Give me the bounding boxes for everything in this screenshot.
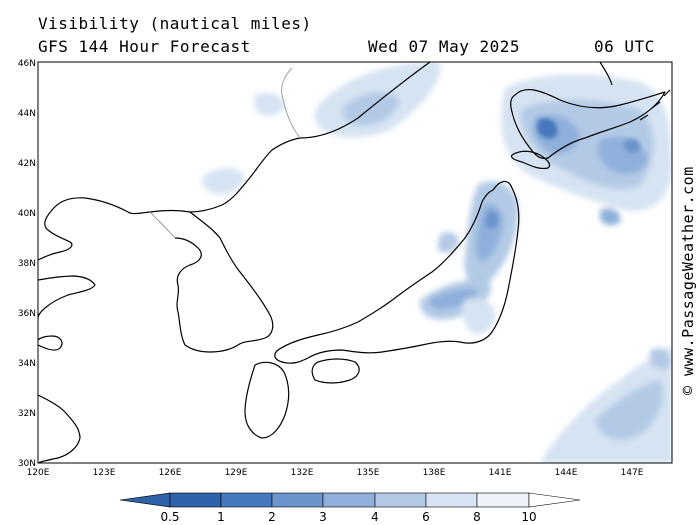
forecast-time: 06 UTC bbox=[594, 37, 655, 56]
legend-label: 4 bbox=[371, 510, 379, 524]
lat-label: 32N bbox=[18, 409, 36, 419]
fog-area-sea-of-japan bbox=[437, 232, 459, 253]
fog-dense-east bbox=[624, 138, 641, 153]
lat-label: 30N bbox=[18, 459, 36, 469]
fog-area-pacific-north bbox=[650, 348, 672, 370]
legend-label: 1 bbox=[217, 510, 225, 524]
lon-label: 123E bbox=[93, 468, 116, 478]
lon-label: 132E bbox=[291, 468, 314, 478]
fog-area-ne-china bbox=[202, 167, 245, 195]
lat-label: 36N bbox=[18, 309, 36, 319]
lat-label: 42N bbox=[18, 159, 36, 169]
lon-label: 141E bbox=[489, 468, 512, 478]
fog-dense-hokkaido bbox=[537, 118, 558, 139]
legend-label: 2 bbox=[268, 510, 276, 524]
legend-colorbar: 0.5 1 2 3 4 6 8 10 bbox=[119, 492, 581, 524]
lon-label: 129E bbox=[225, 468, 248, 478]
legend-label: 10 bbox=[521, 510, 536, 524]
forecast-date: Wed 07 May 2025 bbox=[368, 37, 520, 56]
legend-bin bbox=[374, 492, 427, 508]
lon-label: 147E bbox=[621, 468, 644, 478]
legend-bin bbox=[271, 492, 324, 508]
lat-label: 38N bbox=[18, 259, 36, 269]
forecast-label: GFS 144 Hour Forecast bbox=[38, 37, 251, 56]
lat-label: 40N bbox=[18, 209, 36, 219]
fog-area-kuril bbox=[600, 208, 621, 226]
fog-core-chubu bbox=[429, 288, 478, 310]
map-frame bbox=[37, 61, 673, 464]
lon-label: 126E bbox=[159, 468, 182, 478]
legend-bin bbox=[322, 492, 376, 508]
legend-label: 8 bbox=[473, 510, 481, 524]
fog-dense-tohoku bbox=[485, 210, 499, 230]
lon-label: 144E bbox=[555, 468, 578, 478]
fog-core-pacific bbox=[595, 380, 664, 440]
visibility-shading bbox=[202, 62, 672, 463]
legend-label: 3 bbox=[319, 510, 327, 524]
legend-bin bbox=[169, 492, 222, 508]
lon-label: 120E bbox=[27, 468, 50, 478]
latitude-labels: 46N 44N 42N 40N 38N 36N 34N 32N 30N bbox=[18, 59, 36, 469]
legend-label: 0.5 bbox=[160, 510, 179, 524]
lat-label: 44N bbox=[18, 109, 36, 119]
lat-label: 46N bbox=[18, 59, 36, 69]
map-title: Visibility (nautical miles) bbox=[38, 14, 312, 33]
legend-min-arrow bbox=[119, 492, 171, 508]
fog-area-kanto bbox=[462, 298, 495, 334]
longitude-labels: 120E 123E 126E 129E 132E 135E 138E 141E … bbox=[27, 468, 644, 478]
fog-area-manchuria bbox=[255, 93, 285, 116]
borders bbox=[149, 67, 301, 239]
lat-label: 34N bbox=[18, 359, 36, 369]
site-credit: © www.PassageWeather.com bbox=[679, 166, 697, 395]
legend-bin bbox=[220, 492, 273, 508]
legend-max-arrow bbox=[528, 492, 581, 508]
lon-label: 138E bbox=[423, 468, 446, 478]
lon-label: 135E bbox=[357, 468, 380, 478]
legend-bin bbox=[425, 492, 478, 508]
legend-bin bbox=[476, 492, 530, 508]
fog-core-primorye bbox=[342, 92, 400, 126]
legend-label: 6 bbox=[422, 510, 430, 524]
